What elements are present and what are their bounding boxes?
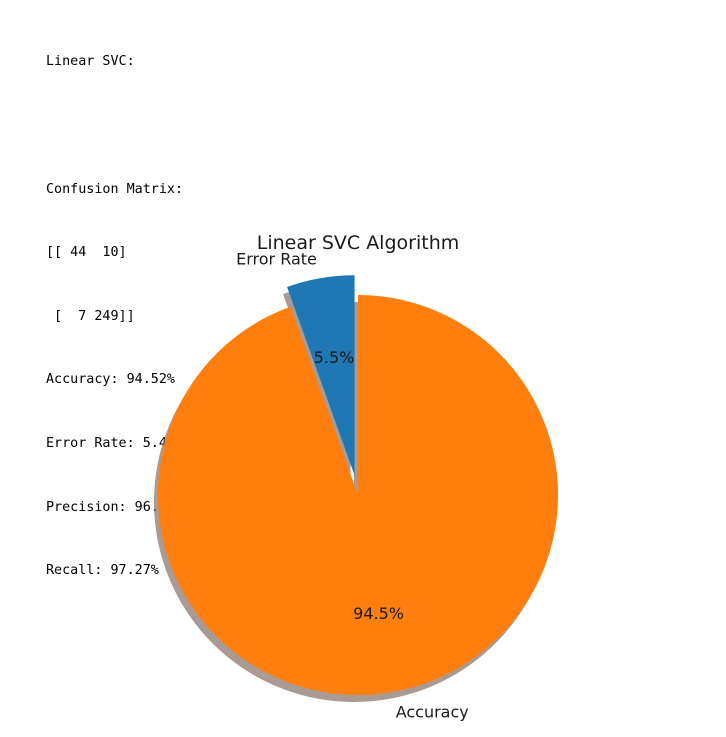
console-output: Linear SVC: Confusion Matrix: [[ 44 10] … <box>46 9 183 603</box>
pie-labels: Error Rate 5.5% Accuracy 94.5% <box>236 250 469 722</box>
pie-slice-error-rate <box>287 275 355 476</box>
chart-title: Linear SVC Algorithm <box>257 232 460 254</box>
pie-label-accuracy: Accuracy <box>396 703 469 722</box>
output-line: Confusion Matrix: <box>46 181 184 197</box>
pie-slices <box>158 275 559 695</box>
pie-percent-error-rate: 5.5% <box>314 348 355 367</box>
output-line: Linear SVC: <box>46 54 135 70</box>
output-line: [[ 44 10] <box>46 245 127 261</box>
output-line: Accuracy: 94.52% <box>46 372 175 388</box>
output-line: [ 7 249]] <box>46 308 135 324</box>
pie-percent-accuracy: 94.5% <box>353 604 404 623</box>
pie-label-error-rate: Error Rate <box>236 250 317 269</box>
output-line: Recall: 97.27% <box>46 563 159 579</box>
pie-slice-accuracy <box>158 295 559 695</box>
